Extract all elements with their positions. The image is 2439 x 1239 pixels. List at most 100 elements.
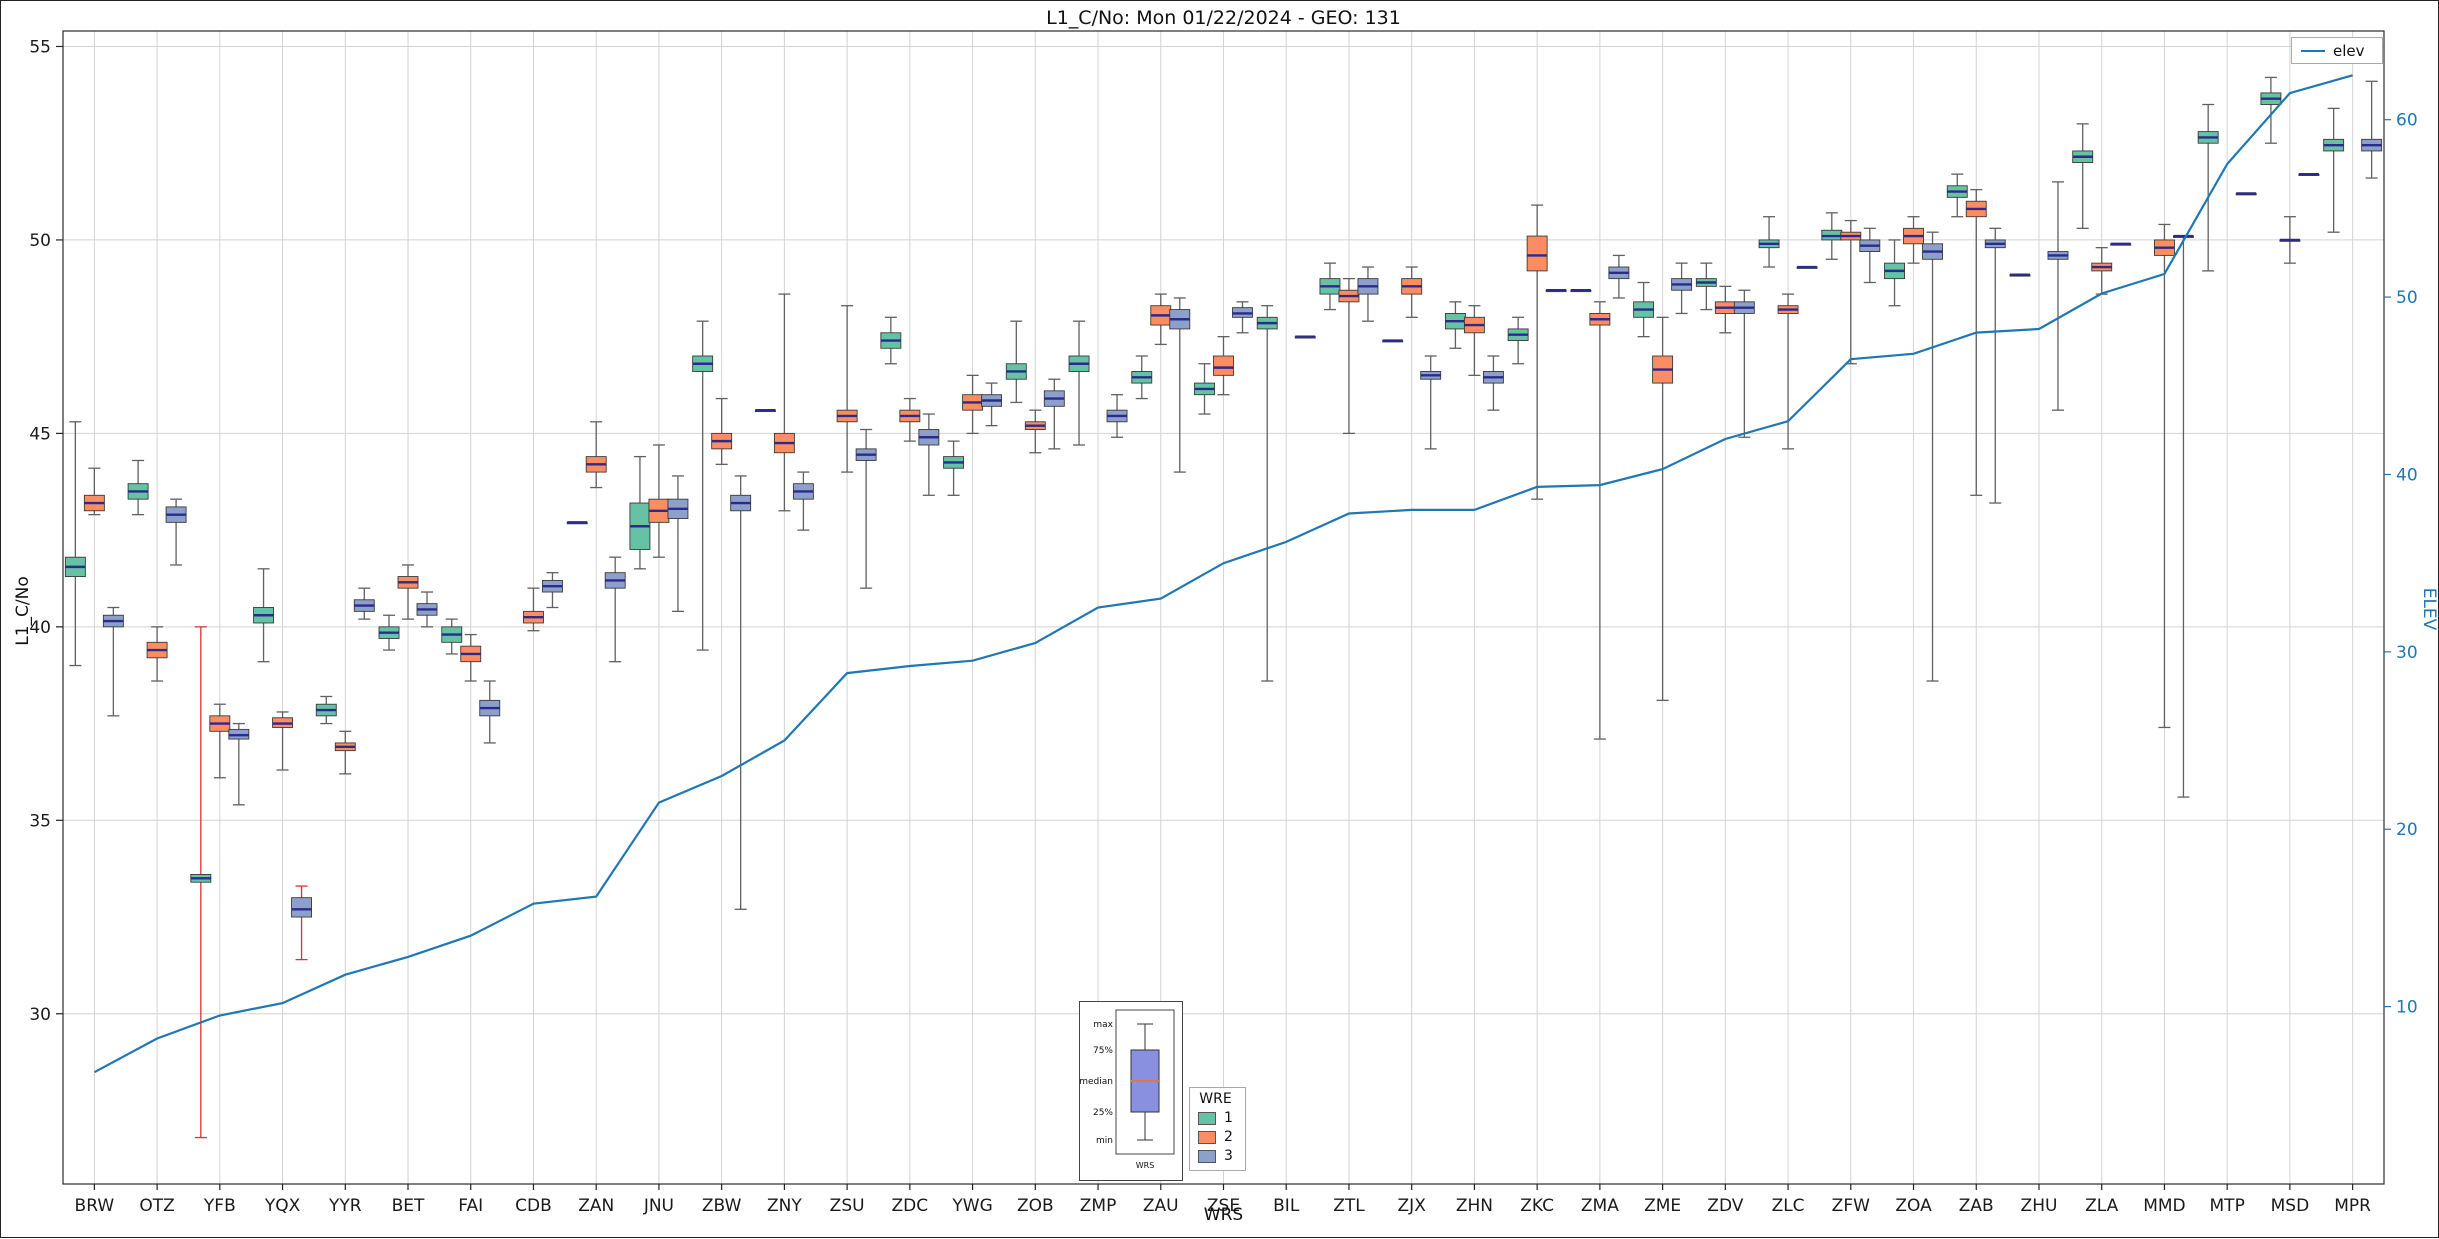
elev-legend-label: elev [2333,41,2365,60]
box-BRW-wre1 [64,421,86,667]
box-ZKC-wre1 [1507,316,1529,365]
box-YFB-wre1 [190,626,212,1139]
box-JNU-wre3 [667,475,689,613]
box-ZMA-wre2 [1589,301,1611,740]
svg-text:ZMA: ZMA [1581,1196,1619,1216]
box-ZOB-wre3 [1043,378,1065,450]
svg-text:40: 40 [29,618,51,638]
svg-text:20: 20 [2396,820,2418,840]
box-ZHU-wre3 [2047,181,2069,411]
box-YFB-wre2 [209,703,231,779]
box-ZDV-wre3 [1733,289,1755,438]
box-CDB-wre3 [542,572,563,609]
box-MTP-wre1 [2197,103,2219,272]
svg-text:CDB: CDB [515,1196,552,1216]
box-ZLC-wre1 [1758,216,1780,268]
svg-text:40: 40 [2396,465,2418,485]
svg-text:FAI: FAI [458,1196,483,1216]
svg-text:YFB: YFB [203,1196,236,1216]
svg-text:MSD: MSD [2271,1196,2310,1216]
x-axis-label: WRS [1203,1205,1244,1225]
elev-line-icon [2301,49,2325,52]
box-MPR-wre3 [2361,80,2383,179]
y-left-axis-label: L1_C/No [13,576,33,646]
svg-text:YQX: YQX [264,1196,301,1216]
svg-text:ZBW: ZBW [702,1196,742,1216]
box-ZKC-wre3 [1545,289,1567,293]
wre-legend-rows: 1 2 3 [1198,1110,1233,1164]
svg-text:75%: 75% [1093,1046,1113,1056]
svg-text:ZKC: ZKC [1520,1196,1554,1216]
svg-text:ZLC: ZLC [1772,1196,1805,1216]
svg-text:ZAU: ZAU [1143,1196,1179,1216]
box-MSD-wre3 [2298,172,2320,177]
box-ZDC-wre1 [880,316,902,365]
wre-1-swatch-icon [1198,1111,1216,1125]
box-FAI-wre1 [441,618,463,655]
box-CDB-wre2 [523,587,544,632]
box-ZME-wre2 [1652,316,1674,702]
box-ZSU-wre2 [836,305,858,473]
svg-text:YWG: YWG [951,1196,992,1216]
svg-text:10: 10 [2396,998,2418,1018]
box-ZHN-wre3 [1482,355,1504,411]
wre-2-swatch-icon [1198,1130,1216,1144]
box-ZDC-wre3 [918,413,940,496]
svg-text:50: 50 [2396,288,2418,308]
svg-text:ZFW: ZFW [1832,1196,1870,1216]
box-ZMP-wre3 [1106,394,1128,438]
svg-text:JNU: JNU [643,1196,674,1216]
svg-text:ZSE: ZSE [1207,1196,1240,1216]
box-ZME-wre1 [1633,281,1655,338]
gridlines [63,31,2384,1184]
svg-text:ZJX: ZJX [1398,1196,1427,1216]
svg-text:ZAN: ZAN [578,1196,614,1216]
svg-text:ZME: ZME [1644,1196,1681,1216]
wre-legend-title: WRE [1199,1091,1232,1107]
box-YWG-wre3 [981,382,1003,427]
svg-text:25%: 25% [1093,1108,1113,1118]
svg-text:ZLA: ZLA [2085,1196,2119,1216]
svg-text:BIL: BIL [1273,1196,1300,1216]
box-ZAU-wre1 [1131,355,1153,400]
box-MSD-wre2 [2279,216,2301,264]
box-ZSU-wre3 [855,428,877,589]
svg-text:45: 45 [29,424,51,444]
box-JNU-wre1 [629,455,651,570]
svg-text:MPR: MPR [2334,1196,2371,1216]
wre-legend-item-3: 3 [1198,1148,1233,1164]
box-OTZ-wre3 [165,498,187,566]
box-YWG-wre2 [962,374,984,435]
svg-text:ZOA: ZOA [1895,1196,1932,1216]
box-ZNY-wre3 [792,471,814,531]
wre-legend-item-label: 1 [1224,1110,1233,1126]
svg-text:BET: BET [392,1196,425,1216]
svg-text:ZHU: ZHU [2021,1196,2058,1216]
box-OTZ-wre1 [127,459,149,516]
svg-text:MMD: MMD [2143,1196,2185,1216]
axis-ticks: 30 35 40 45 50 55 10 20 30 40 50 60 BRW OTZ YFB YQX YYR B… [29,37,2417,1216]
svg-text:30: 30 [29,1005,51,1025]
elev-line [93,74,2353,1074]
box-ZHU-wre1 [2009,273,2031,277]
box-ZOA-wre1 [1884,239,1905,307]
svg-text:30: 30 [2396,643,2418,663]
wre-legend-item-2: 2 [1198,1129,1233,1145]
box-ZJX-wre3 [1420,355,1442,450]
box-ZHN-wre1 [1444,301,1466,349]
box-ZOA-wre2 [1903,216,1924,264]
svg-text:ZAB: ZAB [1959,1196,1994,1216]
box-ZOB-wre2 [1024,409,1046,454]
svg-text:ZDC: ZDC [892,1196,929,1216]
svg-text:OTZ: OTZ [139,1196,174,1216]
box-series [64,76,2383,1139]
y-right-axis-label: ELEV [2419,587,2439,631]
box-ZDV-wre2 [1714,285,1736,334]
box-ZBW-wre1 [692,320,714,651]
box-ZAU-wre2 [1150,293,1172,346]
svg-text:ZSU: ZSU [830,1196,865,1216]
box-YWG-wre1 [943,440,965,496]
box-YQX-wre3 [291,885,313,961]
box-ZLA-wre3 [2110,242,2132,246]
